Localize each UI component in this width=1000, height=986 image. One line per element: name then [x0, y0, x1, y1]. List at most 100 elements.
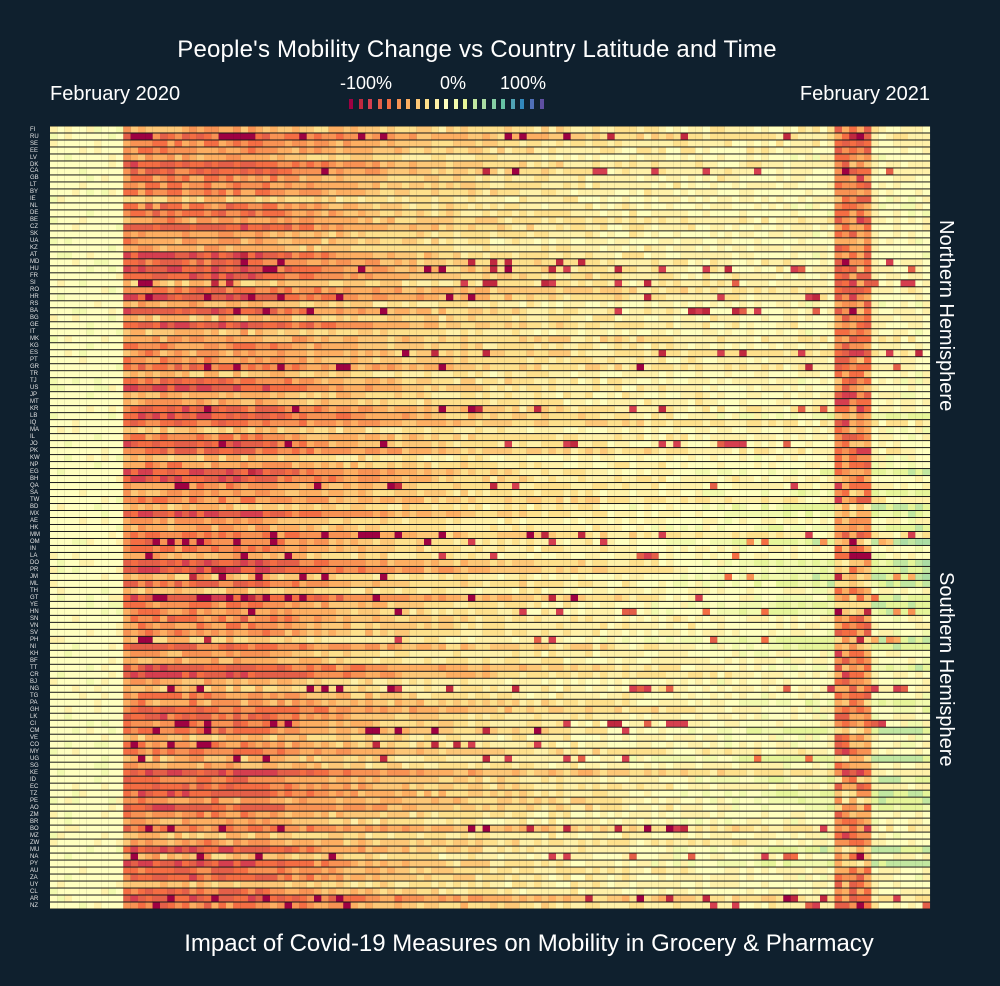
- heatmap-cell: [277, 350, 285, 357]
- heatmap-row-us: [50, 385, 931, 392]
- heatmap-cell: [350, 350, 359, 357]
- heatmap-cell: [262, 392, 271, 399]
- heatmap-cell: [277, 378, 285, 385]
- heatmap-cell: [900, 161, 909, 168]
- heatmap-cell: [431, 329, 439, 336]
- heatmap-cell: [57, 175, 65, 182]
- heatmap-cell: [211, 294, 219, 301]
- heatmap-row-es: [50, 350, 931, 357]
- heatmap-cell: [306, 273, 315, 280]
- heatmap-cell: [424, 224, 432, 231]
- heatmap-cell: [710, 259, 718, 266]
- heatmap-cell: [446, 224, 454, 231]
- heatmap-cell: [204, 308, 212, 315]
- heatmap-cell: [72, 399, 80, 406]
- heatmap-cell: [468, 189, 476, 196]
- heatmap-cell: [680, 196, 689, 203]
- heatmap-cell: [262, 175, 271, 182]
- heatmap-cell: [416, 182, 425, 189]
- heatmap-cell: [372, 371, 381, 378]
- heatmap-cell: [578, 189, 586, 196]
- heatmap-cell: [548, 280, 557, 287]
- heatmap-cell: [578, 343, 586, 350]
- heatmap-cell: [218, 154, 227, 161]
- heatmap-cell: [842, 126, 850, 133]
- heatmap-cell: [240, 280, 249, 287]
- heatmap-cell: [629, 245, 637, 252]
- heatmap-cell: [519, 161, 527, 168]
- heatmap-cell: [328, 238, 337, 245]
- heatmap-cell: [776, 266, 784, 273]
- heatmap-cell: [497, 189, 505, 196]
- heatmap-cell: [607, 252, 615, 259]
- heatmap-cell: [512, 273, 520, 280]
- heatmap-cell: [900, 273, 909, 280]
- heatmap-cell: [262, 336, 271, 343]
- heatmap-row-se: [50, 140, 931, 147]
- heatmap-cell: [57, 413, 65, 420]
- heatmap-cell: [497, 329, 505, 336]
- heatmap-cell: [475, 371, 483, 378]
- heatmap-cell: [820, 168, 828, 175]
- heatmap-cell: [64, 238, 73, 245]
- heatmap-cell: [658, 259, 667, 266]
- heatmap-cell: [790, 378, 799, 385]
- legend-swatch: [520, 99, 525, 109]
- heatmap-cell: [64, 399, 73, 406]
- heatmap-cell: [585, 364, 593, 371]
- heatmap-cell: [424, 196, 432, 203]
- heatmap-cell: [783, 161, 791, 168]
- heatmap-cell: [658, 343, 667, 350]
- heatmap-cell: [790, 147, 799, 154]
- heatmap-cell: [365, 168, 373, 175]
- heatmap-cell: [497, 399, 505, 406]
- heatmap-cell: [673, 329, 681, 336]
- heatmap-cell: [72, 294, 80, 301]
- heatmap-cell: [394, 252, 403, 259]
- heatmap-cell: [482, 224, 491, 231]
- heatmap-cell: [306, 189, 315, 196]
- heatmap-cell: [431, 210, 439, 217]
- heatmap-cell: [350, 210, 359, 217]
- heatmap-cell: [343, 364, 351, 371]
- heatmap-cell: [563, 259, 571, 266]
- heatmap-cell: [277, 336, 285, 343]
- heatmap-cell: [123, 392, 131, 399]
- heatmap-cell: [512, 231, 520, 238]
- heatmap-cell: [570, 385, 579, 392]
- heatmap-cell: [717, 399, 725, 406]
- heatmap-cell: [688, 294, 696, 301]
- heatmap-cell: [739, 154, 747, 161]
- heatmap-cell: [292, 329, 300, 336]
- heatmap-cell: [526, 224, 535, 231]
- heatmap-cell: [790, 126, 799, 133]
- heatmap-cell: [248, 287, 256, 294]
- heatmap-cell: [519, 231, 527, 238]
- heatmap-cell: [174, 147, 183, 154]
- heatmap-cell: [519, 203, 527, 210]
- heatmap-cell: [849, 266, 857, 273]
- heatmap-cell: [365, 126, 373, 133]
- heatmap-cell: [585, 357, 593, 364]
- heatmap-cell: [732, 189, 740, 196]
- heatmap-cell: [570, 189, 579, 196]
- heatmap-cell: [138, 322, 146, 329]
- heatmap-cell: [695, 210, 703, 217]
- heatmap-cell: [732, 399, 740, 406]
- heatmap-cell: [497, 294, 505, 301]
- heatmap-cell: [218, 399, 227, 406]
- heatmap-cell: [666, 273, 674, 280]
- heatmap-cell: [629, 182, 637, 189]
- heatmap-cell: [548, 308, 557, 315]
- heatmap-cell: [798, 392, 806, 399]
- heatmap-cell: [497, 133, 505, 140]
- heatmap-cell: [812, 336, 821, 343]
- heatmap-cell: [702, 308, 711, 315]
- heatmap-cell: [394, 175, 403, 182]
- heatmap-cell: [123, 238, 131, 245]
- heatmap-cell: [512, 385, 520, 392]
- heatmap-cell: [600, 322, 608, 329]
- heatmap-cell: [622, 343, 630, 350]
- heatmap-cell: [827, 147, 835, 154]
- heatmap-cell: [306, 280, 315, 287]
